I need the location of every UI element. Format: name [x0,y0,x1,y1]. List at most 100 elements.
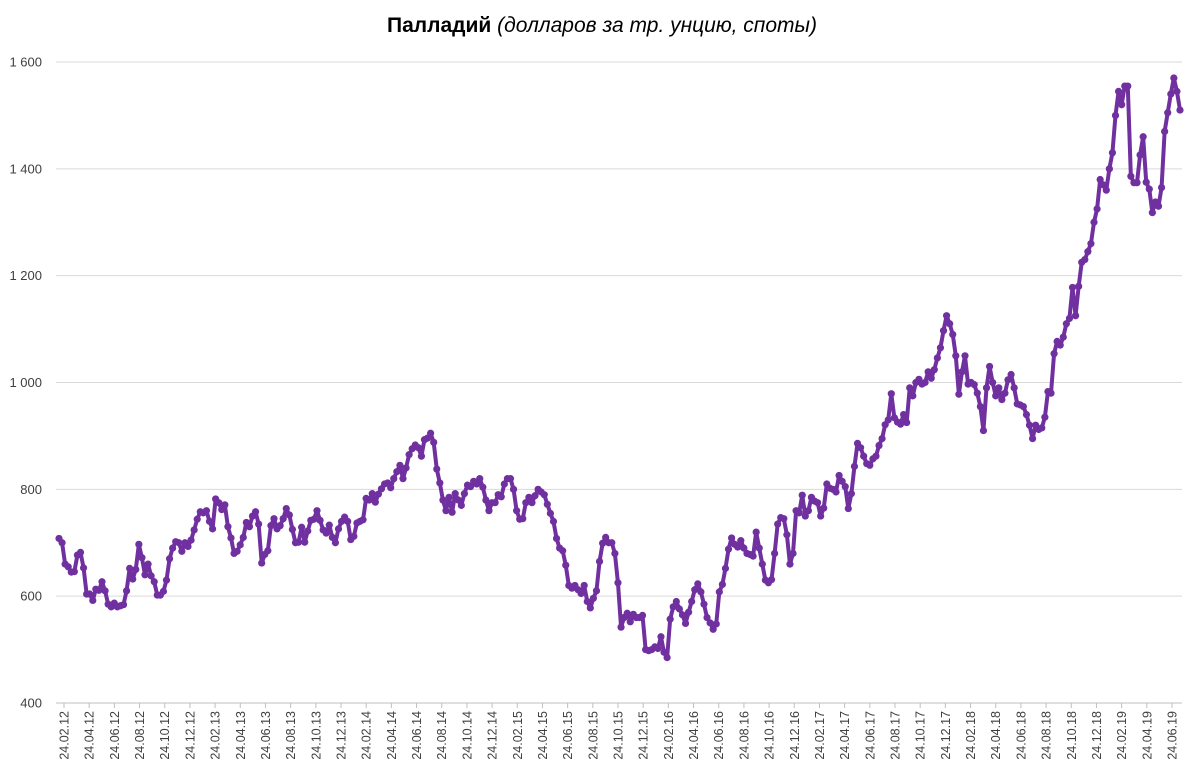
data-point [328,533,336,542]
data-point [1164,109,1172,117]
data-point [1157,183,1166,192]
data-point [1093,205,1101,213]
data-point [884,416,892,424]
data-point [267,522,275,530]
x-tick-label: 24.08.17 [889,711,903,760]
x-tick-label: 24.12.12 [183,711,197,760]
data-point [1114,87,1123,95]
x-tick-label: 24.10.13 [309,711,323,760]
data-point [138,554,146,562]
data-point [675,605,683,613]
data-point [1102,186,1110,194]
data-point [301,538,309,546]
data-point [344,517,352,525]
data-point [58,539,66,547]
data-point [64,563,72,571]
data-point [313,507,321,515]
data-point [255,520,263,528]
data-point [1019,402,1027,411]
data-point [500,480,508,488]
data-point [801,512,809,520]
data-point [405,451,413,459]
data-point [215,499,223,507]
data-point [850,462,859,470]
data-point [1062,320,1070,328]
data-point [780,515,788,523]
data-point [700,600,708,608]
data-point [298,523,306,531]
data-point [233,547,241,555]
data-point [1136,151,1144,159]
y-tick-label: 1 600 [9,55,42,70]
data-point [734,543,742,551]
data-point [98,578,106,586]
data-point [304,527,312,535]
x-tick-label: 24.12.15 [637,711,651,760]
x-tick-label: 24.10.18 [1065,711,1079,760]
data-point [771,549,779,558]
data-point [795,509,803,517]
data-point [549,517,558,525]
data-point [838,477,846,485]
data-point [208,525,217,533]
data-point [933,354,941,362]
data-point [847,490,855,498]
y-tick-label: 1 400 [9,161,42,176]
data-point [669,603,677,611]
data-point [70,568,78,576]
x-tick-label: 24.08.18 [1040,711,1054,760]
data-point [1124,82,1132,90]
data-point [952,352,960,360]
data-point [402,464,410,472]
x-tick-label: 24.02.13 [209,711,223,760]
data-point [728,534,736,542]
data-point [101,587,109,595]
data-point [638,611,647,620]
data-point [589,594,597,602]
x-tick-label: 24.10.12 [158,711,172,760]
chart-title: Палладий (долларов за тр. унцию, споты) [0,14,1204,38]
data-point [749,552,757,560]
x-tick-label: 24.04.15 [536,711,550,760]
data-point [95,586,103,594]
x-tick-label: 24.02.17 [813,711,827,760]
data-point [519,515,527,523]
data-point [783,531,791,539]
data-point [672,597,680,606]
data-point [310,515,318,523]
data-point [190,526,198,534]
x-tick-label: 24.12.17 [939,711,953,760]
data-point [758,560,766,568]
data-point [1111,111,1120,120]
data-point [817,512,825,520]
y-tick-label: 800 [20,482,42,497]
x-tick-label: 24.04.13 [234,711,248,760]
data-point [1099,181,1107,189]
data-point [715,588,723,596]
data-point [688,597,696,606]
data-point [79,564,88,572]
data-point [399,475,407,483]
data-point [992,392,1000,400]
y-tick-label: 400 [20,696,42,711]
data-point [580,581,588,590]
data-point [626,618,634,626]
x-tick-label: 24.08.12 [133,711,147,760]
data-point [442,507,450,515]
data-point [617,623,625,631]
data-point [1154,202,1163,210]
data-point [178,547,186,555]
data-point [239,533,247,542]
data-point [414,444,422,452]
data-point [396,461,404,469]
chart-subtitle: (долларов за тр. унцию, споты) [497,14,817,37]
data-point [119,601,128,609]
data-point [789,549,797,558]
data-point [844,504,852,513]
data-point [184,542,192,551]
x-tick-label: 24.06.18 [1014,711,1028,760]
data-point [350,532,358,540]
data-point [430,438,438,446]
data-point [860,452,868,460]
data-point [998,395,1006,404]
